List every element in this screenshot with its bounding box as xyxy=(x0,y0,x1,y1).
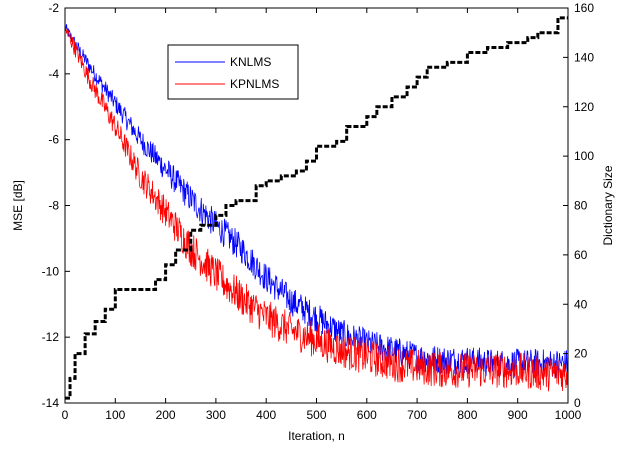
series-line-knlms xyxy=(64,24,569,380)
y-left-tick-label: -10 xyxy=(42,264,60,278)
x-tick-label: 700 xyxy=(407,408,427,422)
series-line-dictionary-size xyxy=(65,16,568,400)
y-axis-left-label: MSE [dB] xyxy=(11,180,25,231)
x-tick-label: 600 xyxy=(357,408,377,422)
y-left-tick-label: -6 xyxy=(48,133,59,147)
y-right-tick-label: 160 xyxy=(574,1,594,15)
legend-box xyxy=(167,44,299,100)
x-tick-label: 1000 xyxy=(555,408,582,422)
x-axis-label: Iteration, n xyxy=(288,429,345,443)
y-left-tick-label: -12 xyxy=(42,330,60,344)
x-tick-label: 400 xyxy=(256,408,276,422)
y-right-tick-label: 80 xyxy=(574,199,588,213)
y-right-tick-label: 20 xyxy=(574,347,588,361)
x-tick-label: 300 xyxy=(206,408,226,422)
y-left-tick-label: -8 xyxy=(48,199,59,213)
x-tick-label: 500 xyxy=(306,408,326,422)
legend: KNLMS KPNLMS xyxy=(167,44,299,100)
y-right-tick-label: 60 xyxy=(574,248,588,262)
y-left-tick-label: -4 xyxy=(48,67,59,81)
legend-label-kpnlms: KPNLMS xyxy=(230,77,279,91)
y-right-tick-label: 40 xyxy=(574,297,588,311)
x-tick-label: 800 xyxy=(457,408,477,422)
legend-label-knlms: KNLMS xyxy=(230,55,271,69)
y-left-tick-label: -14 xyxy=(42,396,60,410)
y-right-tick-label: 100 xyxy=(574,149,594,163)
y-right-tick-label: 140 xyxy=(574,50,594,64)
x-tick-label: 100 xyxy=(105,408,125,422)
x-tick-label: 900 xyxy=(508,408,528,422)
x-tick-label: 200 xyxy=(156,408,176,422)
y-left-tick-label: -2 xyxy=(48,1,59,15)
ticks-layer: 0 100 200 300 400 500 600 700 800 900 1000-2-4-6-8… xyxy=(42,1,595,422)
y-right-tick-label: 120 xyxy=(574,100,594,114)
y-axis-right-label: Dictionary Size xyxy=(601,165,615,245)
series-line-kpnlms xyxy=(64,23,569,392)
y-right-tick-label: 0 xyxy=(574,396,581,410)
plot-layer xyxy=(64,16,569,400)
x-tick-label: 0 xyxy=(62,408,69,422)
